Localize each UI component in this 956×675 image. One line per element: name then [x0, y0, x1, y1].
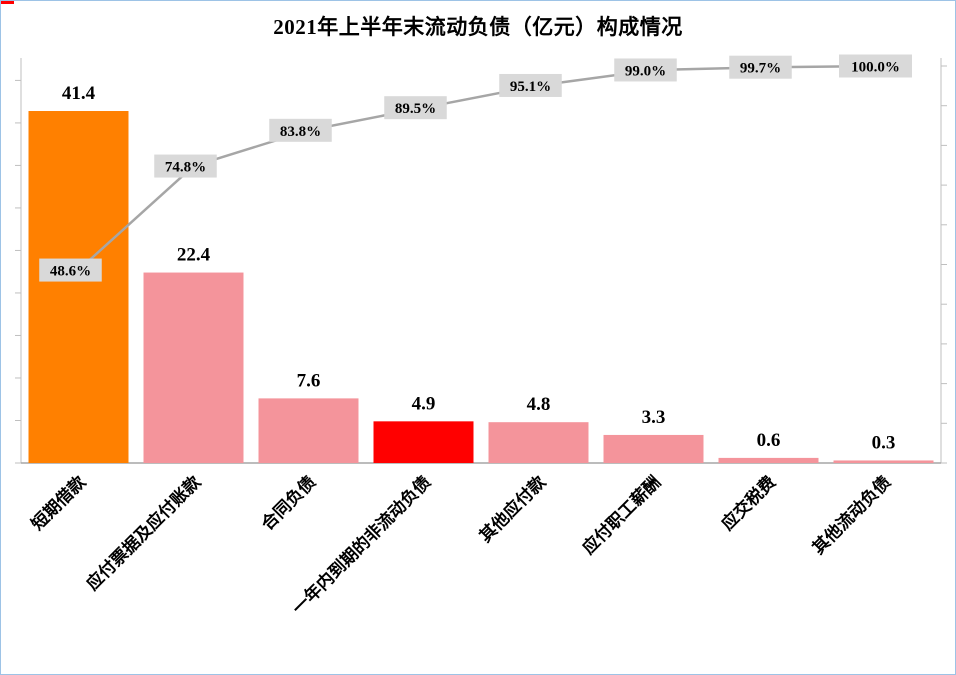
bar: [373, 421, 474, 463]
pct-label-bg: [729, 55, 792, 79]
pct-label-bg: [154, 154, 217, 178]
pct-label: 99.0%: [625, 63, 666, 79]
pct-label: 83.8%: [280, 124, 321, 140]
corner-red-mark: [1, 1, 14, 4]
category-label: 合同负债: [257, 472, 319, 534]
bar: [603, 434, 704, 463]
bar-value-label: 4.9: [412, 393, 436, 414]
category-label: 应付票据及应付账款: [82, 471, 205, 594]
bar: [258, 398, 359, 463]
bar-value-label: 4.8: [527, 394, 551, 415]
bar: [28, 111, 129, 464]
category-label: 应交税费: [717, 472, 779, 534]
pct-label: 99.7%: [740, 61, 781, 77]
pct-label: 74.8%: [165, 160, 206, 176]
bar-value-label: 0.3: [872, 432, 896, 453]
pct-label-bg: [614, 58, 677, 82]
pct-label-bg: [499, 73, 562, 97]
bar-value-label: 22.4: [177, 245, 211, 266]
bar: [488, 422, 589, 463]
pct-label-bg: [269, 118, 332, 142]
pct-label: 48.6%: [50, 264, 91, 280]
pct-label: 100.0%: [851, 60, 900, 76]
pct-label-bg: [384, 96, 447, 120]
category-label: 应付职工薪酬: [578, 472, 664, 558]
category-label: 其他应付款: [475, 471, 550, 546]
bar-value-label: 3.3: [642, 407, 666, 428]
bar-value-label: 7.6: [297, 370, 321, 391]
pct-label: 89.5%: [395, 101, 436, 117]
pct-label: 95.1%: [510, 79, 551, 95]
bar: [143, 272, 244, 463]
pct-label-bg: [39, 258, 102, 282]
category-label: 其他流动负债: [808, 472, 894, 558]
bar-value-label: 0.6: [757, 430, 781, 451]
category-label: 短期借款: [27, 471, 90, 534]
bar: [718, 457, 819, 463]
bar: [833, 460, 934, 463]
pct-label-bg: [839, 54, 912, 78]
bar-value-label: 41.4: [62, 83, 96, 104]
